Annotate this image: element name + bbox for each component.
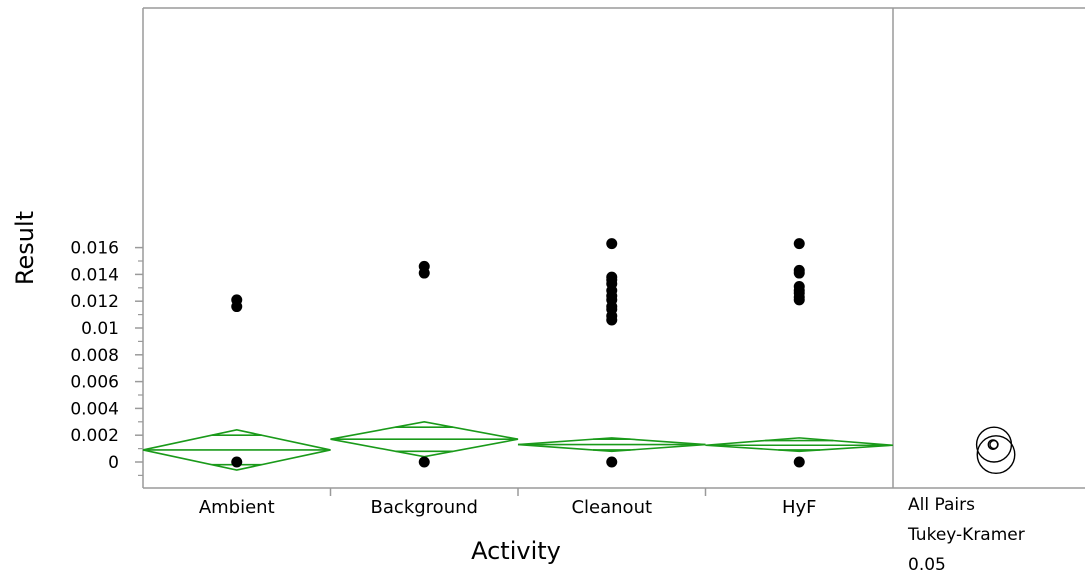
data-points (231, 238, 805, 468)
y-tick-label: 0 (108, 453, 119, 473)
y-tick-label: 0.002 (70, 426, 119, 446)
data-point (606, 238, 618, 250)
data-point (606, 456, 618, 468)
comparison-circle (976, 435, 1016, 475)
comparison-circle (989, 439, 999, 450)
data-point (793, 264, 805, 276)
y-tick-label: 0.016 (70, 239, 119, 259)
comparison-label-line: 0.05 (908, 555, 946, 575)
comparison-label-line: Tukey-Kramer (907, 525, 1025, 545)
data-point (793, 456, 805, 468)
y-tick-label: 0.012 (70, 292, 119, 312)
means-diamond (705, 437, 894, 453)
comparison-circle (975, 426, 1013, 463)
x-tick-label: Ambient (199, 497, 275, 518)
means-diamond (517, 437, 706, 453)
means-diamond (330, 420, 519, 458)
y-tick-label: 0.01 (81, 319, 119, 339)
y-axis-title: Result (11, 211, 39, 285)
x-axis: Ambient Background Cleanout HyF (199, 488, 817, 518)
data-point (231, 294, 243, 306)
comparison-label: All Pairs Tukey-Kramer 0.05 (907, 495, 1025, 575)
y-tick-label: 0.014 (70, 265, 119, 285)
data-point (793, 238, 805, 250)
data-point (418, 456, 430, 468)
x-axis-title: Activity (471, 537, 561, 565)
data-point (231, 456, 243, 468)
x-tick-label: Cleanout (571, 497, 652, 518)
means-diamonds (142, 420, 894, 471)
y-tick-label: 0.008 (70, 346, 119, 366)
data-point (606, 271, 618, 283)
y-tick-label: 0.004 (70, 399, 119, 419)
data-point (418, 260, 430, 272)
data-point (793, 280, 805, 292)
x-tick-label: HyF (782, 497, 817, 518)
x-tick-label: Background (371, 497, 478, 518)
y-axis: 0 0.002 0.004 0.006 0.008 0.01 0.012 0.014 0.016 (70, 239, 143, 476)
comparison-circles (975, 426, 1016, 475)
y-tick-label: 0.006 (70, 373, 119, 393)
comparison-label-line: All Pairs (908, 495, 975, 515)
